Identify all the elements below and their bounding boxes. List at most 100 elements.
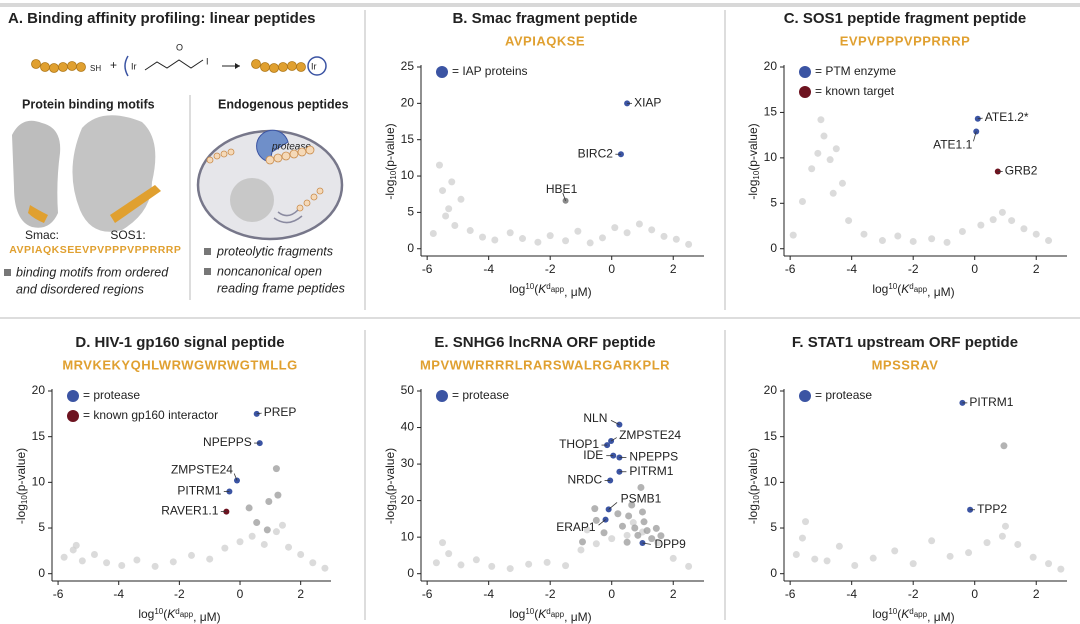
background-point <box>479 233 487 241</box>
x-axis-label-part: K <box>538 607 547 621</box>
background-point <box>1045 237 1053 245</box>
x-axis-label-part: 10 <box>888 607 897 616</box>
background-point <box>598 234 606 242</box>
ir: Ir <box>131 61 137 71</box>
x-tick-label: -6 <box>422 587 433 601</box>
legend-label: = protease <box>83 388 140 402</box>
chart: D. HIV-1 gp160 signal peptide MRVKEKYQHLW… <box>14 334 331 624</box>
y-axis-label-part: (p-value) <box>746 448 760 495</box>
background-point <box>457 195 465 203</box>
background-point <box>260 540 268 548</box>
background-point <box>221 544 229 552</box>
motif <box>110 185 161 223</box>
y-tick-label: 15 <box>764 429 778 443</box>
y-tick-label: 15 <box>764 105 778 119</box>
background-point <box>829 189 837 197</box>
y-tick-label: 10 <box>764 150 778 164</box>
legend-label: = IAP proteins <box>452 64 528 78</box>
background-point <box>248 532 256 540</box>
point-label: PITRM1 <box>969 395 1013 409</box>
background-point <box>977 221 985 229</box>
peptide-chain <box>251 59 306 73</box>
background-point <box>1014 540 1022 548</box>
background-point <box>245 504 253 512</box>
background-point <box>206 555 214 563</box>
background-point <box>60 553 68 561</box>
y-tick-label: 10 <box>401 529 415 543</box>
point-label: DPP9 <box>654 537 686 551</box>
background-point <box>989 216 997 224</box>
oxygen: O <box>176 42 183 52</box>
background-point <box>894 232 902 240</box>
x-axis-label-part: log <box>872 607 888 621</box>
background-point <box>562 237 570 245</box>
background-point <box>629 519 637 527</box>
background-point <box>506 565 514 573</box>
background-point <box>811 555 819 563</box>
x-tick-label: 2 <box>1033 262 1040 276</box>
x-axis-label-part: app <box>914 610 928 619</box>
y-axis-label: -log10(p-value) <box>746 123 761 199</box>
x-axis-label-part: d <box>546 607 550 616</box>
point-label: NLN <box>583 411 607 425</box>
background-point <box>118 561 126 569</box>
background-point <box>546 232 554 240</box>
background-point <box>652 524 660 532</box>
background-point <box>263 526 271 534</box>
background-point <box>543 558 551 566</box>
top-bar <box>0 3 1080 7</box>
y-axis-label-part: (p-value) <box>746 123 760 170</box>
fragments <box>206 145 324 212</box>
x-axis-label-part: , μM) <box>927 610 955 624</box>
arrow-head <box>235 63 240 69</box>
point-label: THOP1 <box>559 437 599 451</box>
background-point <box>439 187 447 195</box>
x-tick-label: -4 <box>846 262 857 276</box>
label-connector <box>233 473 238 481</box>
legend-label: = PTM enzyme <box>815 64 896 78</box>
x-tick-label: 0 <box>608 587 615 601</box>
background-point <box>618 522 626 530</box>
y-axis-label-part: -log <box>746 504 760 524</box>
y-axis-label-part: (p-value) <box>383 448 397 495</box>
y-axis-label-part: 10 <box>389 170 398 179</box>
background-point <box>685 240 693 248</box>
bullet <box>204 248 211 255</box>
note: noncanonical open <box>217 264 322 278</box>
legend-marker <box>799 66 811 78</box>
x-axis-label-part: , μM) <box>927 285 955 299</box>
background-point <box>685 562 693 570</box>
panel-title: A. Binding affinity profiling: linear pe… <box>8 10 316 27</box>
x-axis-label-part: K <box>901 282 910 296</box>
point-label: BIRC2 <box>578 146 614 160</box>
legend-marker <box>799 86 811 98</box>
background-point <box>591 505 599 513</box>
x-tick-label: 0 <box>237 587 244 601</box>
legend-label: = protease <box>815 388 872 402</box>
background-point <box>669 554 677 562</box>
x-axis-label-part: ( <box>534 607 538 621</box>
background-point <box>439 539 447 547</box>
chart-title: D. HIV-1 gp160 signal peptide <box>75 334 284 351</box>
point-label: NPEPPS <box>203 435 252 449</box>
x-axis-label: log10(Kdapp, μM) <box>138 607 220 624</box>
background-point <box>643 527 651 535</box>
chart-title: F. STAT1 upstream ORF peptide <box>792 334 1018 351</box>
y-axis-label-part: -log <box>383 504 397 524</box>
panel-a: A. Binding affinity profiling: linear pe… <box>4 10 349 300</box>
background-point <box>623 531 631 539</box>
x-axis-label-part: K <box>901 607 910 621</box>
x-axis-label-part: , μM) <box>193 610 221 624</box>
background-point <box>1020 225 1028 233</box>
sequence: AVPIAQKSE <box>9 244 75 256</box>
legend-label: = known target <box>815 84 895 98</box>
background-point <box>623 229 631 237</box>
point-label: ZMPSTE24 <box>619 428 681 442</box>
x-tick-label: -2 <box>174 587 185 601</box>
x-tick-label: 2 <box>670 262 677 276</box>
x-tick-label: 2 <box>670 587 677 601</box>
background-point <box>435 161 443 169</box>
x-tick-label: 2 <box>1033 587 1040 601</box>
background-point <box>814 149 822 157</box>
x-axis-label-part: 10 <box>154 607 163 616</box>
